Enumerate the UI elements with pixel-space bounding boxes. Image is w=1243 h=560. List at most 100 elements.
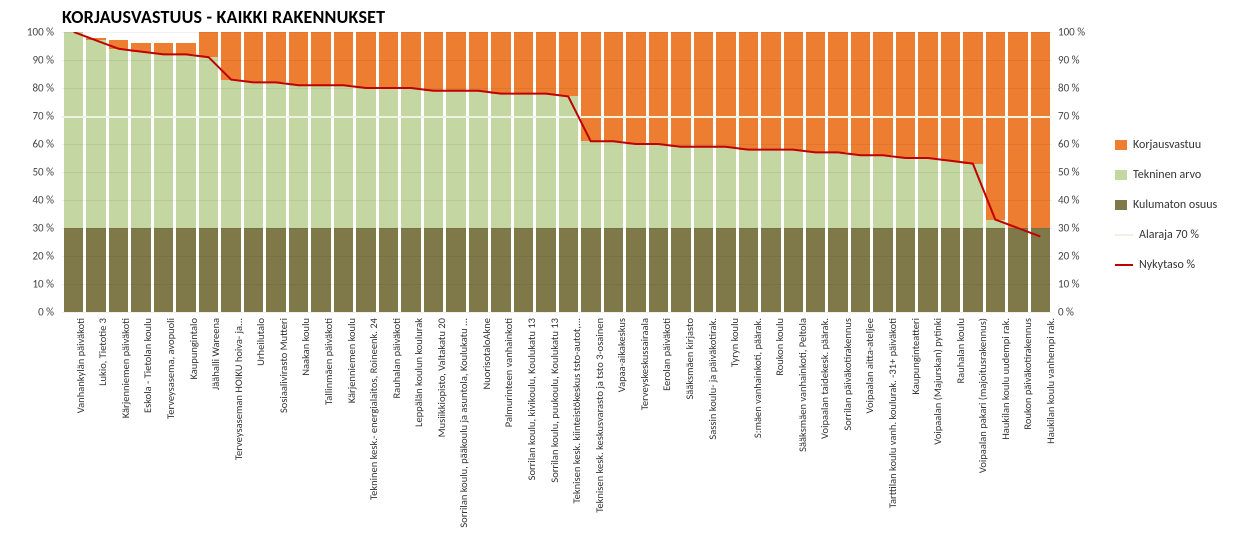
x-label-slot: Urheilutalo xyxy=(245,314,265,554)
bar-korjaus xyxy=(604,32,623,141)
bar-kulumaton xyxy=(401,228,420,312)
bar-korjaus xyxy=(311,32,330,85)
legend-swatch xyxy=(1115,200,1127,210)
bar-korjaus xyxy=(176,43,195,54)
threshold-line xyxy=(62,116,1052,118)
bar-tekninen xyxy=(109,49,128,228)
x-label: Vanhankylän päiväkoti xyxy=(74,318,87,413)
y-tick-right: 80 % xyxy=(1058,82,1080,95)
legend-swatch xyxy=(1115,170,1127,180)
x-label-slot: Sassin koulu- ja päiväkotirak. xyxy=(696,314,716,554)
x-label: Haukilan koulu vanhempi rak. xyxy=(1044,318,1057,444)
x-label-slot: Naakan koulu xyxy=(290,314,310,554)
x-label-slot: Voipaalan (Majurskan) pytinki xyxy=(921,314,941,554)
x-label-slot: Sorrilan koulu, kivikoulu, Koulukatu 13 xyxy=(515,314,535,554)
plot-area xyxy=(62,32,1052,312)
bar-kulumaton xyxy=(334,228,353,312)
bar-tekninen xyxy=(671,147,690,228)
bar-korjaus xyxy=(131,43,150,51)
bar-kulumaton xyxy=(266,228,285,312)
bar-kulumaton xyxy=(446,228,465,312)
x-label-slot: Roukon koulu xyxy=(763,314,783,554)
x-label-slot: Rauhalan päiväkoti xyxy=(380,314,400,554)
bar-korjaus xyxy=(469,32,488,91)
bar-korjaus xyxy=(716,32,735,147)
x-label: Voipaalan taidekesk. päärak. xyxy=(818,318,831,439)
y-tick-left: 90 % xyxy=(32,54,54,67)
bar-korjaus xyxy=(86,38,105,41)
bar-kulumaton xyxy=(199,228,218,312)
y-tick-left: 0 % xyxy=(38,306,54,319)
bar-korjaus xyxy=(828,32,847,152)
x-label-slot: Voipaalan taidekesk. päärak. xyxy=(809,314,829,554)
y-tick-left: 60 % xyxy=(32,138,54,151)
bar-kulumaton xyxy=(536,228,555,312)
legend-line xyxy=(1115,234,1133,236)
bar-kulumaton xyxy=(581,228,600,312)
bar-korjaus xyxy=(334,32,353,85)
bar-tekninen xyxy=(739,150,758,228)
grid-line xyxy=(62,284,1052,285)
bar-kulumaton xyxy=(311,228,330,312)
grid-line xyxy=(62,144,1052,145)
x-label-slot: Teknisen kesk. keskusvarasto ja tsto 3-o… xyxy=(583,314,603,554)
x-label-slot: Vanhankylän päiväkoti xyxy=(64,314,84,554)
y-tick-left: 20 % xyxy=(32,250,54,263)
bar-tekninen xyxy=(334,85,353,228)
y-tick-right: 40 % xyxy=(1058,194,1080,207)
legend-item: Korjausvastuu xyxy=(1115,138,1235,152)
x-label: Sorrilan koulu, kivikoulu, Koulukatu 13 xyxy=(525,318,538,480)
x-label: Sassin koulu- ja päiväkotirak. xyxy=(706,318,719,440)
x-label: NuorisotaloAkne xyxy=(480,318,493,390)
legend-label: Kulumaton osuus xyxy=(1133,198,1217,212)
chart-title: KORJAUSVASTUUS - KAIKKI RAKENNUKSET xyxy=(62,6,385,28)
x-label-slot: Kaupunginteatteri xyxy=(899,314,919,554)
x-label-slot: Eerolan päiväkoti xyxy=(651,314,671,554)
x-label-slot: Kaupungintalo xyxy=(177,314,197,554)
legend-line xyxy=(1115,264,1133,266)
x-label-slot: Tyryn koulu xyxy=(718,314,738,554)
bar-korjaus xyxy=(244,32,263,82)
x-label: Tyryn koulu xyxy=(728,318,741,367)
bar-kulumaton xyxy=(469,228,488,312)
bar-kulumaton xyxy=(1031,228,1050,312)
y-tick-right: 20 % xyxy=(1058,250,1080,263)
x-label: S:mäen vanhainkoti, päärak. xyxy=(751,318,764,438)
bar-kulumaton xyxy=(424,228,443,312)
x-label-slot: Tarttilan koulu vanh. koulurak. -31+ päi… xyxy=(876,314,896,554)
x-label-slot: Vapaa-aikakeskus xyxy=(606,314,626,554)
bar-tekninen xyxy=(918,158,937,228)
bar-korjaus xyxy=(896,32,915,158)
y-tick-right: 10 % xyxy=(1058,278,1080,291)
x-label-slot: Jäähalli Wareena xyxy=(199,314,219,554)
bar-tekninen xyxy=(311,85,330,228)
bar-korjaus xyxy=(446,32,465,91)
x-label: Rauhalan päiväkoti xyxy=(390,318,403,399)
x-label: Tekninen kesk.- energialaitos, Roineenk.… xyxy=(367,318,380,500)
bar-kulumaton xyxy=(716,228,735,312)
bar-tekninen xyxy=(266,82,285,228)
bar-tekninen xyxy=(424,91,443,228)
y-axis-right: 0 %10 %20 %30 %40 %50 %60 %70 %80 %90 %1… xyxy=(1052,32,1107,312)
bar-kulumaton xyxy=(559,228,578,312)
x-label: Eskola - Tietolan koulu xyxy=(141,318,154,413)
x-label-slot: Terveyskeskussairaala xyxy=(628,314,648,554)
x-label-slot: Kärjenniemen päiväkoti xyxy=(109,314,129,554)
x-label-slot: Rauhalan koulu xyxy=(944,314,964,554)
bar-tekninen xyxy=(64,32,83,228)
x-label-slot: Haukilan koulu uudempi rak. xyxy=(989,314,1009,554)
x-label: Palmurinteen vanhainkoti xyxy=(502,318,515,427)
bar-tekninen xyxy=(806,152,825,228)
bar-kulumaton xyxy=(514,228,533,312)
bar-kulumaton xyxy=(154,228,173,312)
bar-tekninen xyxy=(716,147,735,228)
bar-kulumaton xyxy=(986,228,1005,312)
bar-kulumaton xyxy=(491,228,510,312)
x-label: Terveysaseman HOIKU hoiva- ja... xyxy=(232,318,245,460)
y-tick-right: 100 % xyxy=(1058,26,1085,39)
x-label: Terveysasema, avopuoli xyxy=(164,318,177,419)
x-label-slot: Leppälän koulun koulurak xyxy=(402,314,422,554)
x-label-slot: Voipaalan aitta-ateljee xyxy=(854,314,874,554)
x-label-slot: Tallinmäen päiväkoti xyxy=(312,314,332,554)
x-label-slot: Musiikkiopisto, Valtakatu 20 xyxy=(425,314,445,554)
